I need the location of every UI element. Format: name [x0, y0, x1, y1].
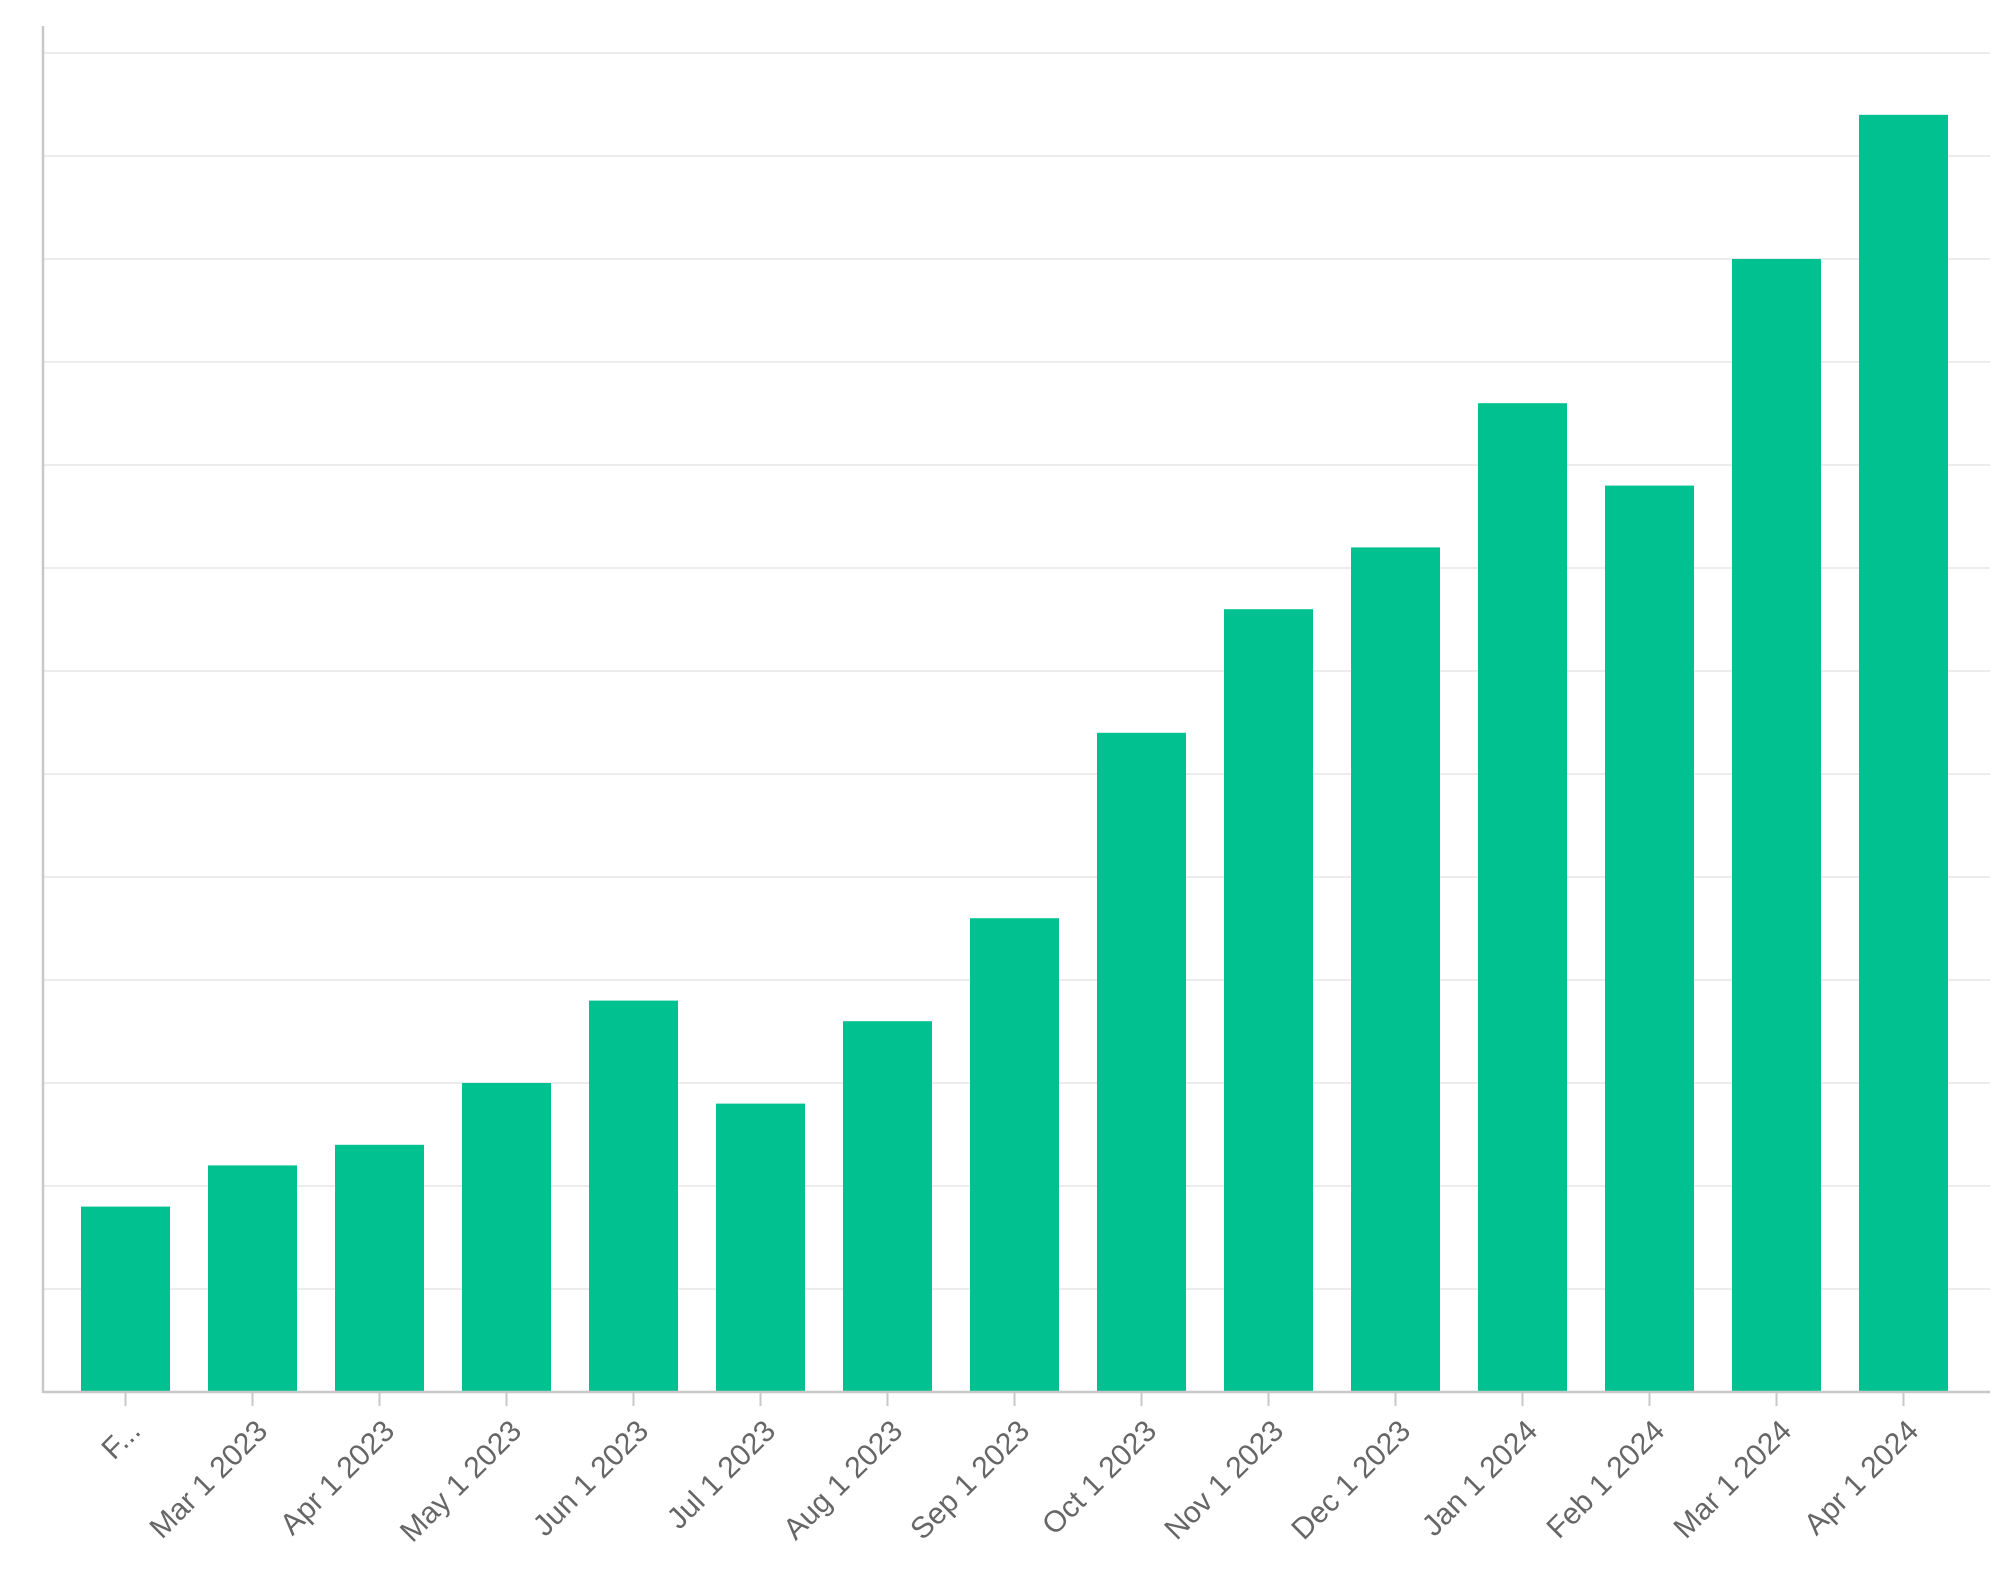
bar[interactable] [208, 1165, 297, 1392]
x-tick-label: Jun 1 2023 [527, 1414, 655, 1542]
x-tick-label: Feb 1 2024 [1540, 1414, 1671, 1545]
bar[interactable] [1478, 403, 1567, 1392]
x-tick-label: Aug 1 2023 [777, 1414, 909, 1546]
x-tick-label: Apr 1 2023 [274, 1414, 401, 1541]
x-tick-label: Jul 1 2023 [661, 1414, 782, 1535]
axes [41, 26, 1990, 1406]
x-tick-label: F... [96, 1414, 148, 1466]
x-tick-label: Dec 1 2023 [1285, 1414, 1417, 1546]
bar[interactable] [1605, 485, 1694, 1393]
bar[interactable] [1224, 609, 1313, 1392]
x-tick-label: Sep 1 2023 [904, 1414, 1036, 1546]
bars [81, 114, 1948, 1393]
x-tick-label: Apr 1 2024 [1798, 1414, 1925, 1541]
bar[interactable] [335, 1144, 424, 1392]
bar[interactable] [1351, 547, 1440, 1392]
x-tick-label: Mar 1 2023 [144, 1414, 275, 1545]
x-tick-label: Oct 1 2023 [1036, 1414, 1163, 1541]
bar[interactable] [716, 1103, 805, 1392]
bar[interactable] [1732, 259, 1821, 1392]
bar[interactable] [589, 1000, 678, 1392]
bar[interactable] [843, 1021, 932, 1392]
x-tick-label: Nov 1 2023 [1158, 1414, 1290, 1546]
x-tick-label: Jan 1 2024 [1416, 1414, 1544, 1542]
bar[interactable] [970, 918, 1059, 1392]
bar[interactable] [1097, 732, 1186, 1392]
bar[interactable] [1859, 114, 1948, 1392]
x-tick-label: Mar 1 2024 [1668, 1414, 1799, 1545]
bar[interactable] [81, 1206, 170, 1392]
bar[interactable] [462, 1083, 551, 1392]
gridlines [43, 52, 1990, 1290]
x-tick-label: May 1 2023 [394, 1414, 528, 1548]
